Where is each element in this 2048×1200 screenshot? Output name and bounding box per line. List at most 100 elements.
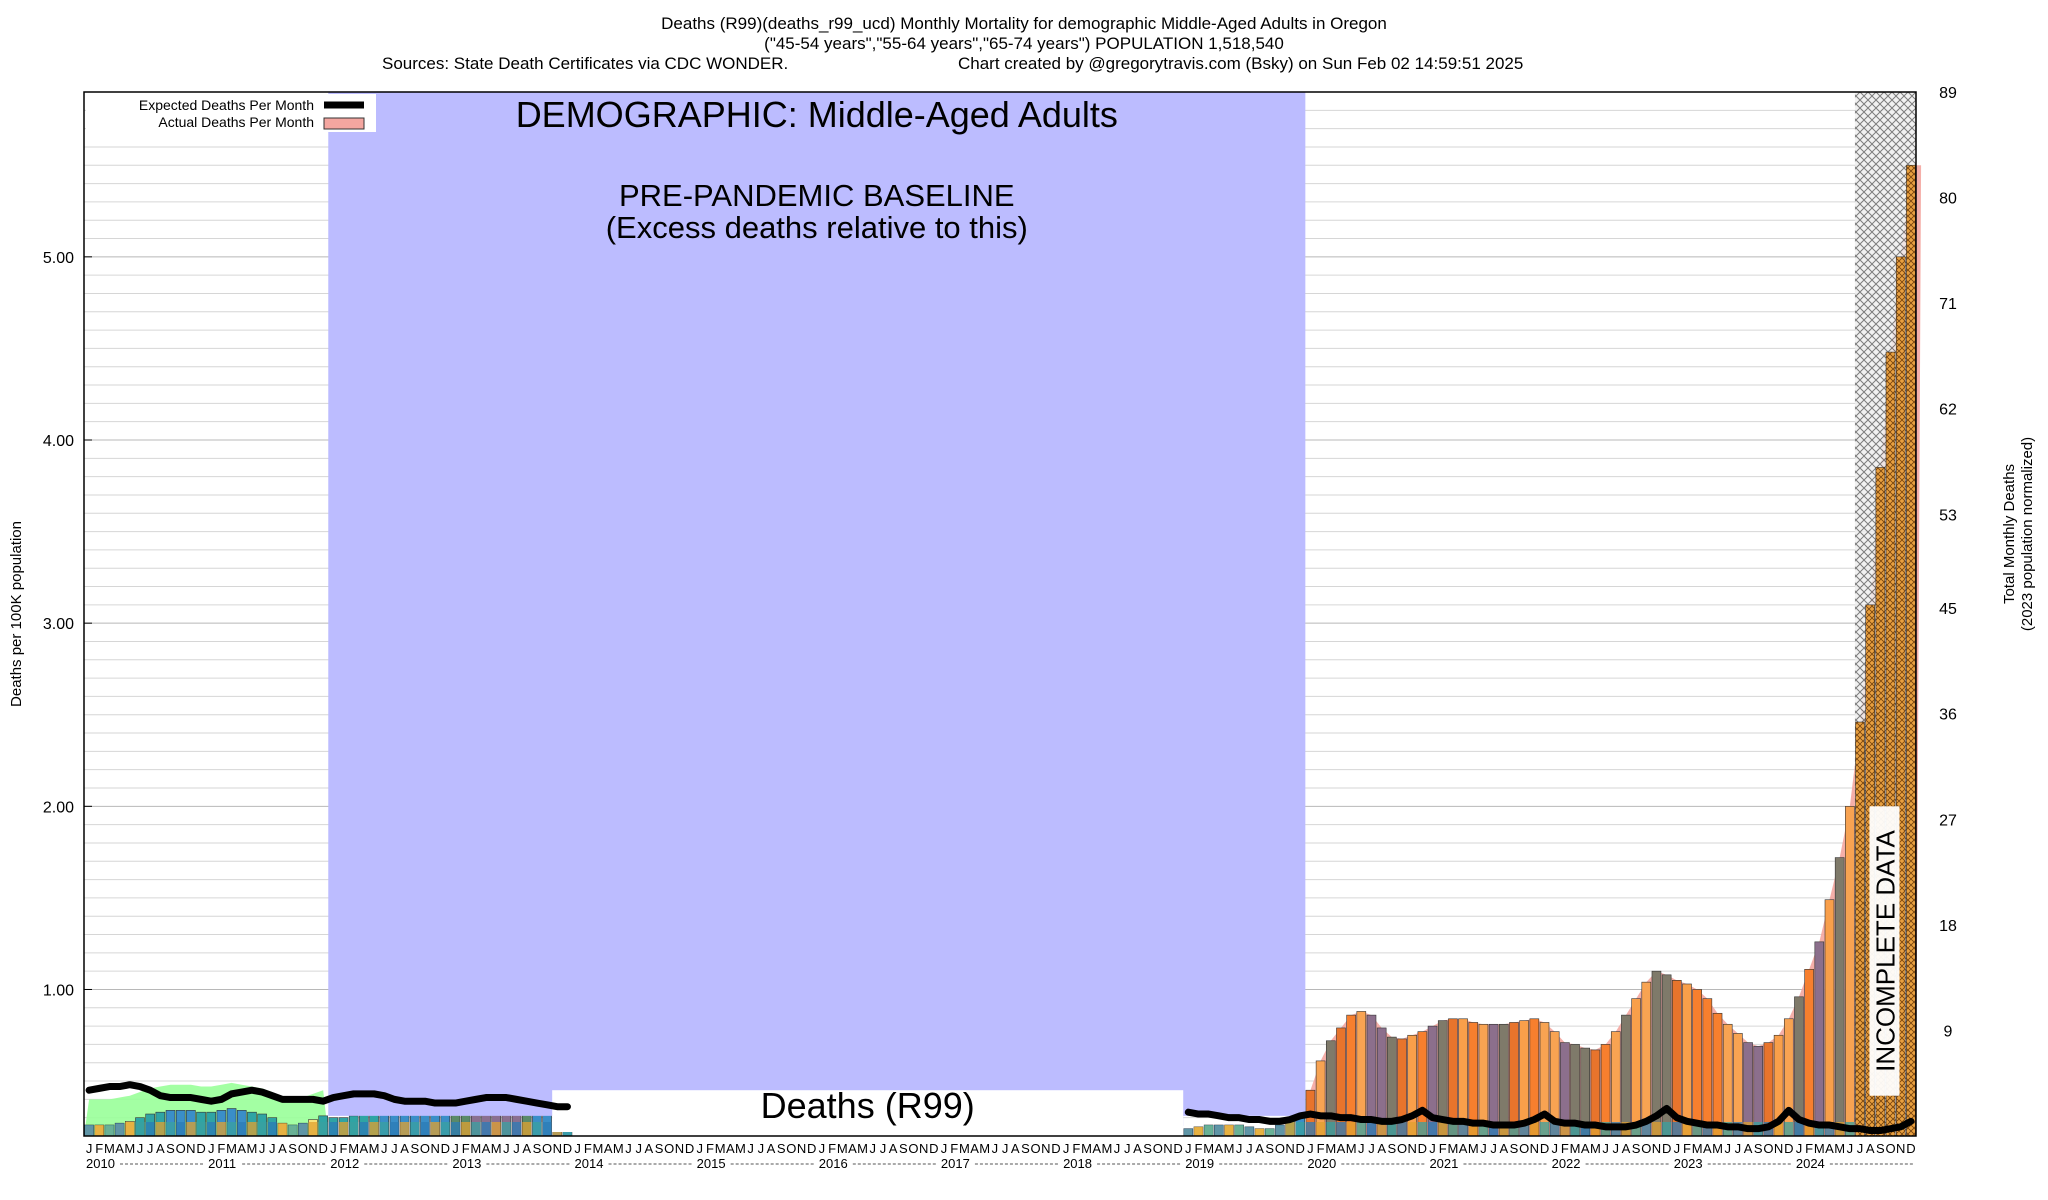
actual-deaths-bar-base <box>379 1122 389 1136</box>
actual-deaths-bar <box>1509 1022 1519 1137</box>
x-month-label: N <box>1652 1141 1661 1156</box>
actual-deaths-bar-base <box>1641 1122 1651 1136</box>
x-month-label: A <box>400 1141 409 1156</box>
x-month-label: N <box>675 1141 684 1156</box>
x-year-label: 2024 <box>1796 1156 1825 1171</box>
legend-actual-label: Actual Deaths Per Month <box>158 114 314 130</box>
actual-deaths-bar <box>1407 1034 1417 1137</box>
actual-deaths-bar-base <box>1224 1125 1234 1136</box>
expected-deaths-line-1 <box>1184 1105 1915 1135</box>
actual-deaths-bar-base <box>196 1122 206 1136</box>
x-month-label: M <box>857 1141 868 1156</box>
actual-deaths-bar-base <box>1560 1122 1570 1136</box>
x-month-label: F <box>828 1141 836 1156</box>
actual-deaths-bar <box>1621 1014 1631 1137</box>
actual-deaths-bar-base <box>1285 1122 1295 1136</box>
actual-deaths-bar <box>1733 1033 1743 1137</box>
x-month-label: D <box>1296 1141 1305 1156</box>
x-month-label: A <box>1866 1141 1875 1156</box>
x-month-label: M <box>247 1141 258 1156</box>
x-month-label: N <box>1163 1141 1172 1156</box>
sources-note: Sources: State Death Certificates via CD… <box>382 54 789 73</box>
x-month-label: D <box>1906 1141 1915 1156</box>
x-year-label: 2019 <box>1185 1156 1214 1171</box>
x-month-label: M <box>1570 1141 1581 1156</box>
actual-deaths-bar-base <box>532 1122 542 1136</box>
actual-deaths-bar-base <box>451 1122 460 1136</box>
x-month-label: A <box>1214 1141 1223 1156</box>
x-month-label: J <box>1602 1141 1609 1156</box>
y2-tick-label: 62 <box>1939 402 1957 419</box>
x-month-label: J <box>1124 1141 1131 1156</box>
actual-deaths-bar-base <box>155 1122 165 1136</box>
x-year-label: 2016 <box>819 1156 848 1171</box>
x-year-label: 2014 <box>575 1156 604 1171</box>
x-year-label: 2020 <box>1307 1156 1336 1171</box>
actual-deaths-bar-base <box>1295 1122 1305 1136</box>
actual-deaths-bar-base <box>440 1122 450 1136</box>
actual-deaths-bar-base <box>166 1122 175 1136</box>
actual-deaths-bar-base <box>1509 1122 1519 1136</box>
x-month-label: S <box>1876 1141 1885 1156</box>
actual-deaths-bar-base <box>308 1122 318 1136</box>
x-month-label: M <box>491 1141 502 1156</box>
y2-tick-label: 80 <box>1939 191 1957 208</box>
x-month-label: M <box>979 1141 990 1156</box>
x-month-label: D <box>1662 1141 1671 1156</box>
actual-deaths-bar-base <box>206 1122 216 1136</box>
x-month-label: M <box>1447 1141 1458 1156</box>
y-tick-label: 3.00 <box>43 616 74 633</box>
x-month-label: A <box>1377 1141 1386 1156</box>
x-month-label: S <box>288 1141 297 1156</box>
expected-deaths-line-0 <box>85 1081 571 1111</box>
actual-deaths-bar-base <box>1326 1122 1336 1136</box>
actual-deaths-bar-base <box>1540 1122 1549 1136</box>
x-month-label: M <box>104 1141 115 1156</box>
x-month-label: O <box>1763 1141 1773 1156</box>
x-month-label: J <box>1063 1141 1070 1156</box>
actual-deaths-bar <box>1468 1022 1479 1137</box>
x-month-label: D <box>685 1141 694 1156</box>
actual-deaths-bar-base <box>1244 1126 1254 1136</box>
actual-deaths-bar <box>1682 983 1692 1137</box>
x-month-label: S <box>1510 1141 1519 1156</box>
x-month-label: M <box>1325 1141 1336 1156</box>
actual-deaths-bar-base <box>349 1122 359 1136</box>
plot-frame <box>83 91 1917 1137</box>
actual-deaths-bar-base <box>328 1122 338 1136</box>
actual-deaths-bar-base <box>1305 1122 1315 1136</box>
actual-deaths-bar-base <box>1255 1128 1265 1136</box>
label-box <box>552 1090 1184 1132</box>
actual-deaths-bar-base <box>1804 1122 1814 1136</box>
x-year-label: 2013 <box>452 1156 481 1171</box>
x-year-label: 2021 <box>1429 1156 1458 1171</box>
x-month-label: N <box>1408 1141 1417 1156</box>
x-month-label: A <box>1825 1141 1834 1156</box>
x-month-label: D <box>1051 1141 1060 1156</box>
x-month-label: J <box>1480 1141 1487 1156</box>
x-year-label: 2022 <box>1552 1156 1581 1171</box>
actual-deaths-bar-base <box>1183 1128 1193 1136</box>
x-month-label: J <box>503 1141 510 1156</box>
actual-deaths-bar <box>1610 1031 1621 1137</box>
x-month-label: N <box>1896 1141 1905 1156</box>
legend-expected-label: Expected Deaths Per Month <box>139 97 314 113</box>
x-month-label: J <box>513 1141 520 1156</box>
incomplete-bar-hatch <box>1855 722 1865 1136</box>
x-month-label: F <box>1805 1141 1813 1156</box>
x-month-label: A <box>1703 1141 1712 1156</box>
x-month-label: O <box>298 1141 308 1156</box>
y-tick-label: 1.00 <box>43 982 74 999</box>
x-month-label: O <box>1641 1141 1651 1156</box>
actual-deaths-bar <box>1631 998 1641 1137</box>
x-month-label: J <box>870 1141 877 1156</box>
x-month-label: S <box>410 1141 419 1156</box>
x-month-label: A <box>1255 1141 1264 1156</box>
actual-deaths-bar <box>1722 1023 1733 1137</box>
actual-deaths-bar-base <box>1316 1122 1326 1136</box>
x-month-label: M <box>1346 1141 1357 1156</box>
x-month-label: O <box>542 1141 552 1156</box>
y2-tick-label: 45 <box>1939 601 1957 618</box>
x-month-label: A <box>156 1141 165 1156</box>
